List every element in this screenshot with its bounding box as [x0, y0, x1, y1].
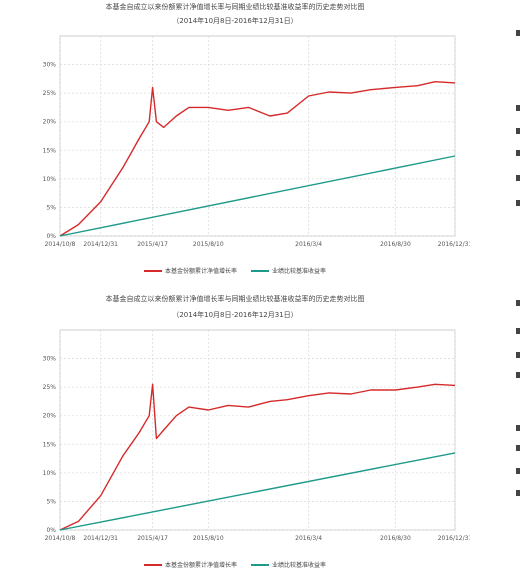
legend-label-fund: 本基金份额累计净值增长率 — [165, 562, 238, 569]
x-tick-label: 2016/12/31 — [438, 535, 470, 542]
chart-2-legend: 本基金份额累计净值增长率 业绩比较基准收益率 — [0, 560, 470, 569]
y-tick-label: 25% — [43, 90, 57, 97]
benchmark-return-line — [59, 155, 456, 237]
chart-2-subtitle: （2014年10月8日-2016年12月31日） — [172, 311, 298, 319]
chart-2-title: 本基金自成立以来份额累计净值增长率与同期业绩比较基准收益率的历史走势对比图 — [105, 295, 365, 303]
fund-nav-growth-line — [59, 383, 456, 531]
fund-nav-growth-line — [59, 81, 456, 237]
legend-item-benchmark: 业绩比较基准收益率 — [250, 560, 326, 569]
y-tick-label: 5% — [46, 204, 56, 211]
chart-1-subtitle: （2014年10月8日-2016年12月31日） — [172, 17, 298, 25]
y-tick-label: 15% — [43, 441, 57, 448]
x-tick-label: 2016/3/4 — [295, 535, 322, 542]
x-tick-label: 2015/4/17 — [137, 241, 168, 248]
x-tick-label: 2014/10/8 — [45, 241, 76, 248]
x-tick-label: 2016/8/30 — [380, 535, 411, 542]
benchmark-return-line — [59, 452, 456, 531]
chart-1-legend: 本基金份额累计净值增长率 业绩比较基准收益率 — [0, 266, 470, 275]
x-tick-label: 2014/10/8 — [45, 535, 76, 542]
y-tick-label: 30% — [43, 62, 57, 69]
x-tick-label: 2014/12/31 — [83, 535, 118, 542]
chart-2-plot: 0% 5% 10% 15% 20% 25% 30% 2014/10/8 2014/12/31 20… — [43, 329, 470, 542]
y-tick-label: 30% — [43, 356, 57, 363]
x-tick-label: 2016/3/4 — [295, 241, 322, 248]
y-tick-label: 20% — [43, 413, 57, 420]
y-tick-label: 10% — [43, 176, 57, 183]
x-tick-label: 2016/12/31 — [438, 241, 470, 248]
cropped-text-marks — [512, 0, 530, 573]
x-tick-label: 2015/8/10 — [193, 535, 224, 542]
y-tick-label: 15% — [43, 147, 57, 154]
chart-panel-2: 本基金自成立以来份额累计净值增长率与同期业绩比较基准收益率的历史走势对比图 （2… — [0, 290, 470, 573]
chart-1-title: 本基金自成立以来份额累计净值增长率与同期业绩比较基准收益率的历史走势对比图 — [105, 3, 365, 11]
legend-label-fund: 本基金份额累计净值增长率 — [165, 268, 238, 275]
chart-1-plot: 0% 5% 10% 15% 20% 25% 30% 2014/10/8 2014/12/31 20… — [43, 35, 470, 248]
y-tick-label: 0% — [46, 233, 56, 240]
x-tick-label: 2015/4/17 — [137, 535, 168, 542]
legend-item-fund: 本基金份额累计净值增长率 — [144, 266, 237, 275]
y-tick-label: 0% — [46, 527, 56, 534]
y-tick-label: 10% — [43, 470, 57, 477]
y-tick-label: 5% — [46, 498, 56, 505]
x-tick-label: 2015/8/10 — [193, 241, 224, 248]
legend-item-benchmark: 业绩比较基准收益率 — [250, 266, 326, 275]
chart-panel-1: 本基金自成立以来份额累计净值增长率与同期业绩比较基准收益率的历史走势对比图 （2… — [0, 0, 470, 285]
x-tick-label: 2016/8/30 — [380, 241, 411, 248]
legend-item-fund: 本基金份额累计净值增长率 — [144, 560, 237, 569]
y-tick-label: 25% — [43, 384, 57, 391]
x-tick-label: 2014/12/31 — [83, 241, 118, 248]
legend-label-benchmark: 业绩比较基准收益率 — [271, 268, 326, 275]
y-tick-label: 20% — [43, 119, 57, 126]
legend-label-benchmark: 业绩比较基准收益率 — [271, 562, 326, 569]
